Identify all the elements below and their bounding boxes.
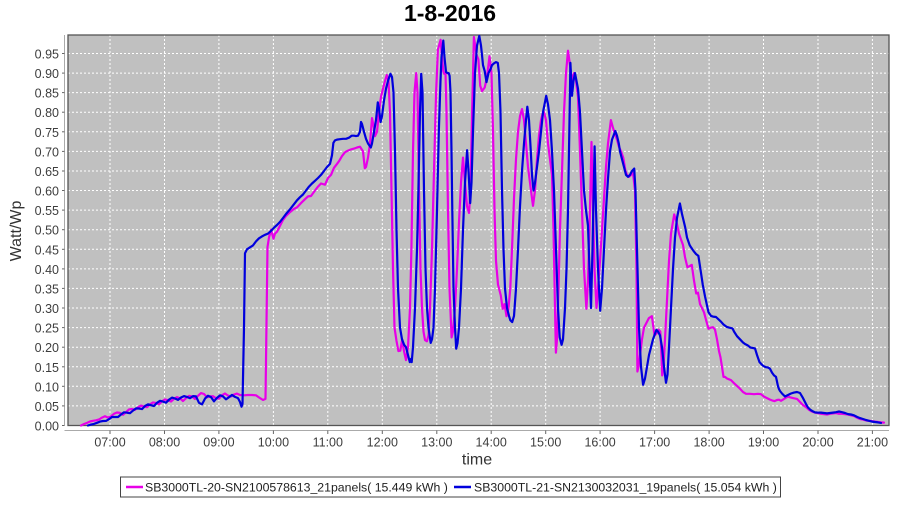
svg-text:16:00: 16:00 bbox=[584, 435, 615, 449]
svg-text:07:00: 07:00 bbox=[94, 435, 125, 449]
svg-text:0.00: 0.00 bbox=[35, 420, 59, 434]
svg-text:17:00: 17:00 bbox=[639, 435, 670, 449]
svg-text:18:00: 18:00 bbox=[693, 435, 724, 449]
svg-text:SB3000TL-20-SN2100578613_21pan: SB3000TL-20-SN2100578613_21panels( 15.44… bbox=[145, 481, 448, 495]
svg-text:08:00: 08:00 bbox=[149, 435, 180, 449]
svg-text:0.65: 0.65 bbox=[35, 165, 59, 179]
svg-text:12:00: 12:00 bbox=[367, 435, 398, 449]
svg-text:15:00: 15:00 bbox=[530, 435, 561, 449]
svg-text:0.95: 0.95 bbox=[35, 48, 59, 62]
svg-text:0.35: 0.35 bbox=[35, 282, 59, 296]
svg-text:0.20: 0.20 bbox=[35, 341, 59, 355]
svg-text:11:00: 11:00 bbox=[313, 435, 343, 449]
svg-text:0.30: 0.30 bbox=[35, 302, 59, 316]
svg-text:0.15: 0.15 bbox=[35, 361, 59, 375]
svg-text:0.40: 0.40 bbox=[35, 263, 59, 277]
svg-text:20:00: 20:00 bbox=[802, 435, 833, 449]
svg-text:0.45: 0.45 bbox=[35, 243, 59, 257]
svg-text:0.55: 0.55 bbox=[35, 204, 59, 218]
svg-text:19:00: 19:00 bbox=[748, 435, 779, 449]
svg-text:0.90: 0.90 bbox=[35, 67, 59, 81]
svg-text:13:00: 13:00 bbox=[421, 435, 452, 449]
svg-text:0.10: 0.10 bbox=[35, 380, 59, 394]
svg-text:14:00: 14:00 bbox=[476, 435, 507, 449]
svg-text:1-8-2016: 1-8-2016 bbox=[404, 0, 496, 26]
svg-text:0.80: 0.80 bbox=[35, 106, 59, 120]
svg-text:time: time bbox=[462, 452, 492, 469]
svg-text:0.50: 0.50 bbox=[35, 224, 59, 238]
svg-text:09:00: 09:00 bbox=[203, 435, 234, 449]
svg-text:0.25: 0.25 bbox=[35, 322, 59, 336]
svg-text:0.75: 0.75 bbox=[35, 126, 59, 140]
svg-text:0.60: 0.60 bbox=[35, 185, 59, 199]
svg-text:0.70: 0.70 bbox=[35, 145, 59, 159]
svg-text:0.85: 0.85 bbox=[35, 87, 59, 101]
svg-text:Watt/Wp: Watt/Wp bbox=[8, 201, 25, 262]
svg-text:21:00: 21:00 bbox=[857, 435, 888, 449]
svg-text:SB3000TL-21-SN2130032031_19pan: SB3000TL-21-SN2130032031_19panels( 15.05… bbox=[474, 481, 777, 495]
svg-text:10:00: 10:00 bbox=[258, 435, 289, 449]
svg-text:0.05: 0.05 bbox=[35, 400, 59, 414]
